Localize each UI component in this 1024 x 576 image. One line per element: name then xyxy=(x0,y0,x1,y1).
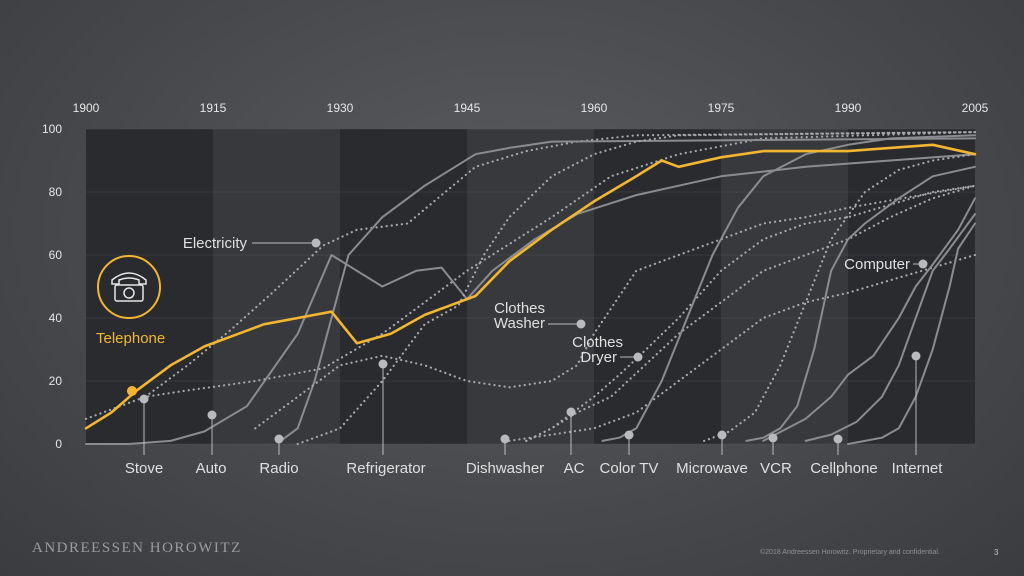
series-line xyxy=(85,153,976,445)
annotation-label: Computer xyxy=(844,256,910,273)
era-bands xyxy=(86,129,975,444)
series-line xyxy=(525,184,977,442)
era-band xyxy=(848,129,975,444)
telephone-marker xyxy=(127,386,137,396)
series-line xyxy=(296,131,977,446)
series-line xyxy=(804,213,976,442)
category-label: AC xyxy=(564,460,585,477)
series-line xyxy=(525,184,977,442)
category-label: Color TV xyxy=(600,460,659,477)
x-axis-labels: 1900 1915 1930 1945 1960 1975 1990 2005 xyxy=(73,101,989,115)
y-tick-label: 0 xyxy=(55,437,62,451)
annotation-label: Telephone xyxy=(96,330,165,347)
brand-logo: ANDREESSEN HOROWITZ xyxy=(32,540,242,556)
data-marker xyxy=(833,434,843,444)
footer-copyright: ©2018 Andreessen Horowitz. Proprietary a… xyxy=(760,549,940,556)
x-tick-label: 2005 xyxy=(962,101,989,115)
annotation-labels: ElectricityTelephoneClothesWasherClothes… xyxy=(96,235,910,366)
category-label: Radio xyxy=(259,460,298,477)
y-tick-label: 100 xyxy=(42,122,62,136)
annotation-marker xyxy=(918,259,928,269)
annotation-label: Dryer xyxy=(580,349,617,366)
y-tick-label: 40 xyxy=(49,311,63,325)
series-line xyxy=(703,153,977,442)
data-marker xyxy=(378,359,388,369)
y-tick-label: 60 xyxy=(49,248,63,262)
era-band xyxy=(467,129,594,444)
category-label: Cellphone xyxy=(810,460,878,477)
series-line xyxy=(601,134,976,442)
data-marker xyxy=(717,430,727,440)
category-label: Auto xyxy=(196,460,227,477)
category-label: Refrigerator xyxy=(346,460,425,477)
data-marker xyxy=(274,434,284,444)
y-tick-label: 20 xyxy=(49,374,63,388)
x-tick-label: 1930 xyxy=(327,101,354,115)
series-line xyxy=(84,143,977,430)
category-label: VCR xyxy=(760,460,792,477)
annotation-label: Electricity xyxy=(183,235,248,252)
annotation-label: Washer xyxy=(494,315,545,332)
data-marker xyxy=(566,407,576,417)
category-label: Stove xyxy=(125,460,163,477)
data-marker xyxy=(139,394,149,404)
series-line xyxy=(762,197,976,442)
category-label: Internet xyxy=(892,460,944,477)
era-band xyxy=(340,129,467,444)
data-marker xyxy=(500,434,510,444)
category-label: Microwave xyxy=(676,460,748,477)
x-tick-label: 1900 xyxy=(73,101,100,115)
x-tick-label: 1990 xyxy=(835,101,862,115)
era-band xyxy=(86,129,213,444)
page-number: 3 xyxy=(994,548,999,557)
data-marker xyxy=(207,410,217,420)
x-tick-label: 1945 xyxy=(454,101,481,115)
annotation-marker xyxy=(311,238,321,248)
x-tick-label: 1975 xyxy=(708,101,735,115)
annotation-label: Clothes xyxy=(494,300,545,317)
category-labels: Stove Auto Radio Refrigerator Dishwasher AC Co… xyxy=(125,460,943,477)
annotation-marker xyxy=(576,319,586,329)
label-leaders xyxy=(127,238,928,455)
era-band xyxy=(213,129,340,444)
telephone-icon xyxy=(97,255,161,319)
data-marker xyxy=(624,430,634,440)
series-line xyxy=(254,184,977,430)
category-label: Dishwasher xyxy=(466,460,544,477)
x-tick-label: 1915 xyxy=(200,101,227,115)
x-tick-label: 1960 xyxy=(581,101,608,115)
series-line xyxy=(745,165,976,442)
annotation-marker xyxy=(633,352,643,362)
data-marker xyxy=(768,433,778,443)
gridlines xyxy=(86,128,975,445)
y-tick-label: 80 xyxy=(49,185,63,199)
y-axis-labels: 0 20 40 60 80 100 xyxy=(42,122,62,451)
series-line xyxy=(508,253,977,442)
series-line xyxy=(279,137,976,442)
annotation-label: Clothes xyxy=(572,334,623,351)
data-marker xyxy=(911,351,921,361)
era-band xyxy=(721,129,848,444)
